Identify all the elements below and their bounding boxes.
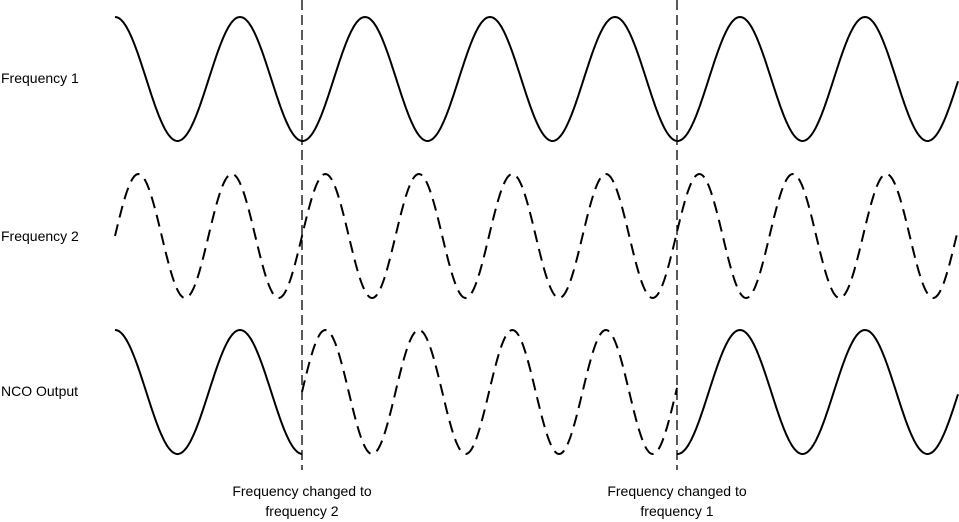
caption-switch-to-frequency-2: Frequency changed to frequency 2 — [202, 481, 402, 521]
nco-output-frequency-2-segment — [301, 328, 678, 456]
row-label-frequency-2: Frequency 2 — [1, 228, 79, 244]
caption-line-1: Frequency changed to — [607, 483, 747, 499]
nco-output-frequency-1-segment-b — [677, 328, 959, 455]
frequency-2-wave — [114, 172, 959, 300]
caption-line-1: Frequency changed to — [232, 483, 372, 499]
caption-line-2: frequency 1 — [640, 503, 714, 519]
caption-line-2: frequency 2 — [265, 503, 339, 519]
row-label-nco-output: NCO Output — [1, 383, 79, 399]
row-label-frequency-1: Frequency 1 — [1, 70, 79, 86]
nco-output-frequency-1-segment-a — [114, 328, 303, 455]
caption-switch-to-frequency-1: Frequency changed to frequency 1 — [577, 481, 777, 521]
frequency-1-wave — [114, 15, 959, 142]
